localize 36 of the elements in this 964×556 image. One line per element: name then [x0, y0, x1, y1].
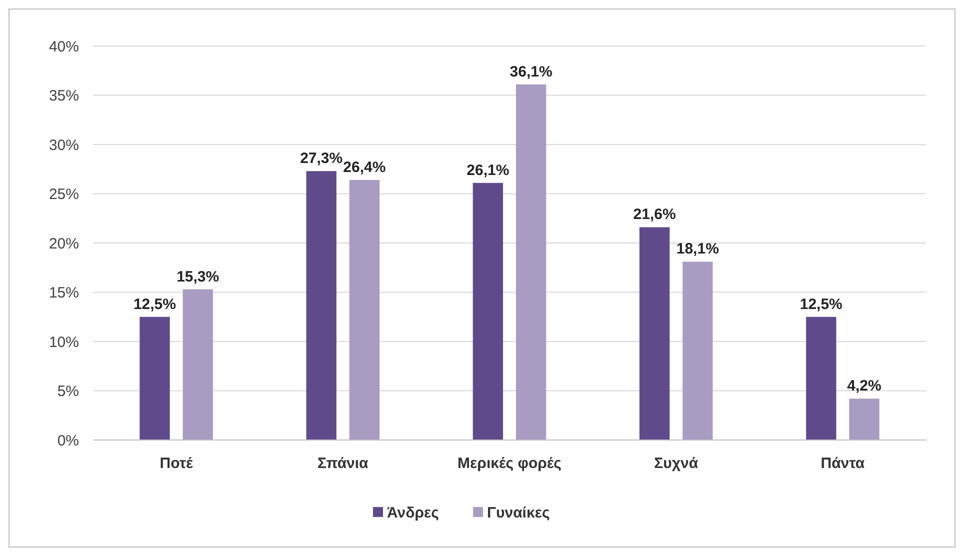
y-tick-label: 25%	[48, 186, 79, 203]
bar	[806, 316, 836, 440]
y-tick-label: 15%	[48, 284, 79, 302]
bar	[639, 227, 670, 440]
data-label: 21,6%	[633, 206, 676, 224]
data-label: 18,1%	[676, 240, 719, 258]
y-tick-label: 40%	[48, 38, 79, 56]
y-tick-label: 0%	[57, 432, 79, 450]
bar	[516, 84, 546, 440]
y-tick-label: 35%	[48, 88, 79, 104]
x-tick-label: Πάντα	[820, 455, 866, 472]
y-tick-label: 30%	[48, 136, 79, 154]
data-label: 15,3%	[176, 268, 220, 286]
data-label: 12,5%	[133, 296, 176, 313]
y-tick-label: 5%	[57, 383, 79, 400]
x-tick-label: Σπάνια	[318, 455, 370, 472]
legend-label: Γυναίκες	[487, 504, 550, 522]
data-label: 4,2%	[847, 378, 882, 395]
data-label: 26,4%	[343, 158, 386, 176]
data-label: 26,1%	[466, 162, 510, 179]
data-label: 36,1%	[510, 63, 552, 80]
x-tick-label: Μερικές φορές	[458, 455, 562, 472]
x-tick-label: Συχνά	[654, 455, 699, 472]
data-label: 27,3%	[300, 150, 343, 168]
bar	[182, 289, 213, 440]
bar	[349, 180, 380, 440]
bar	[306, 171, 336, 440]
y-tick-label: 10%	[48, 334, 79, 351]
bar	[849, 398, 880, 440]
legend-label: Άνδρες	[387, 504, 440, 522]
data-label: 12,5%	[800, 296, 842, 313]
y-tick-label: 20%	[48, 235, 79, 252]
bar	[682, 262, 713, 440]
bar	[472, 182, 504, 440]
x-tick-label: Ποτέ	[160, 455, 194, 472]
bar	[140, 316, 170, 440]
